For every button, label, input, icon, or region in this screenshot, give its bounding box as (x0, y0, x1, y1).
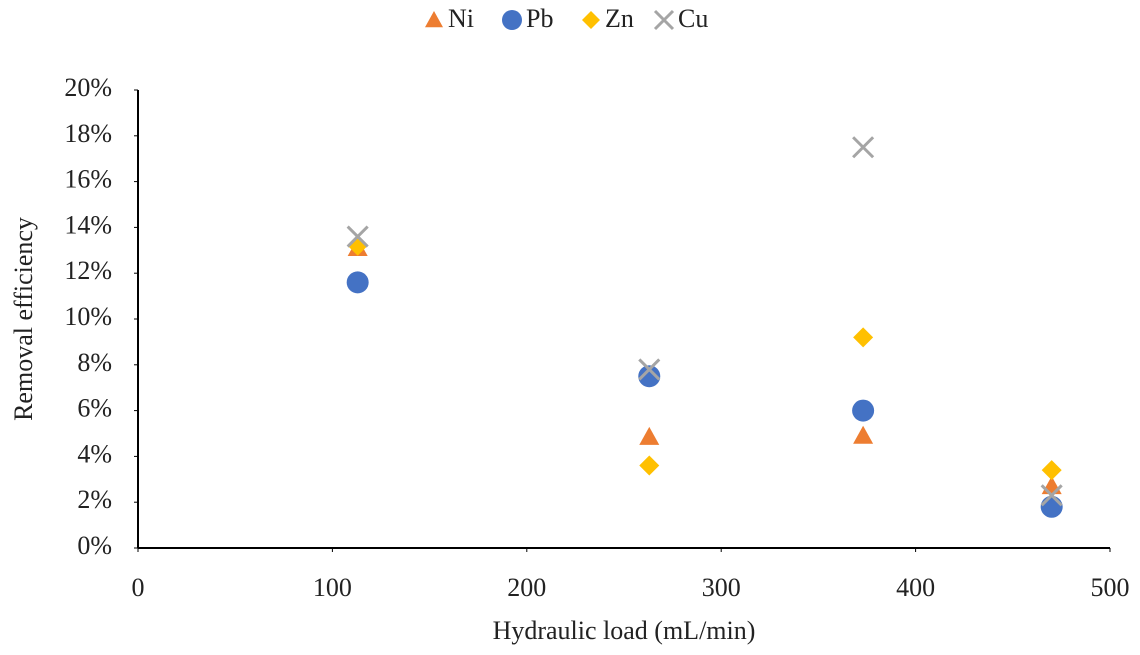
y-tick-label: 6% (77, 394, 112, 423)
x-tick-label: 500 (1091, 573, 1130, 602)
y-tick-label: 14% (64, 210, 112, 239)
y-tick-label: 20% (64, 73, 112, 102)
y-tick-label: 2% (77, 485, 112, 514)
x-tick-label: 300 (702, 573, 741, 602)
marker-triangle (639, 426, 660, 445)
marker-circle (346, 271, 369, 294)
x-tick-label: 200 (507, 573, 546, 602)
marker-cross (346, 225, 369, 248)
y-axis-label: Removal efficiency (9, 217, 38, 421)
marker-cross (638, 358, 661, 381)
x-tick-label: 0 (132, 573, 145, 602)
y-tick-label: 18% (64, 119, 112, 148)
marker-diamond (853, 327, 874, 348)
marker-circle (502, 10, 522, 30)
x-tick-label: 400 (896, 573, 935, 602)
y-tick-label: 16% (64, 165, 112, 194)
marker-cross (1040, 484, 1063, 507)
y-tick-label: 12% (64, 256, 112, 285)
marker-triangle (425, 11, 443, 28)
y-tick-label: 0% (77, 531, 112, 560)
marker-triangle (853, 425, 874, 444)
legend-label: Zn (605, 4, 634, 33)
marker-circle (638, 365, 661, 388)
marker-diamond (582, 11, 600, 29)
marker-diamond (639, 455, 660, 476)
marker-cross (653, 9, 675, 31)
marker-cross (852, 136, 875, 159)
x-axis-label: Hydraulic load (mL/min) (493, 616, 756, 645)
legend-label: Pb (526, 4, 553, 33)
marker-diamond (1041, 460, 1062, 481)
legend-label: Cu (678, 4, 708, 33)
legend-label: Ni (448, 4, 474, 33)
y-tick-label: 8% (77, 348, 112, 377)
marker-circle (1040, 495, 1063, 518)
x-tick-label: 100 (313, 573, 352, 602)
y-tick-label: 4% (77, 439, 112, 468)
marker-circle (852, 399, 875, 422)
y-tick-label: 10% (64, 302, 112, 331)
